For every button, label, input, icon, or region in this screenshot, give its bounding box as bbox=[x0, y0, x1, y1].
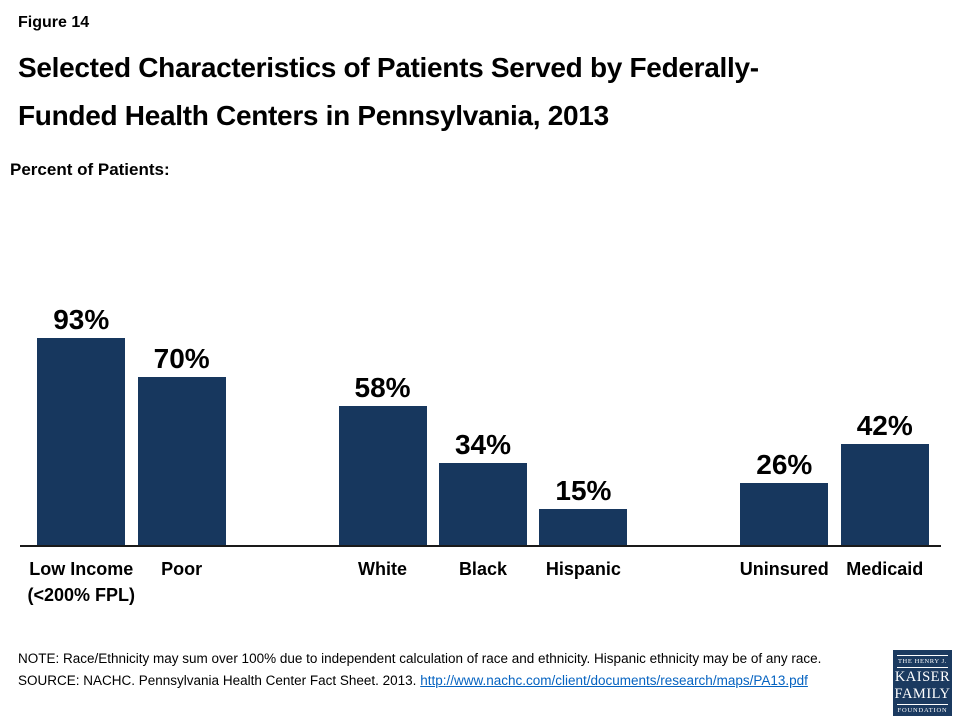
bar-slot: 93% bbox=[31, 305, 131, 545]
category-slot: Poor bbox=[131, 556, 231, 608]
category-label: Black bbox=[458, 559, 507, 579]
category-slot: Hispanic bbox=[533, 556, 633, 608]
bar bbox=[438, 463, 527, 545]
bar-slot: 26% bbox=[734, 305, 834, 545]
bar bbox=[37, 338, 126, 545]
x-axis-line bbox=[20, 545, 941, 547]
category-label: Poor bbox=[161, 559, 203, 579]
x-axis-labels: Low Income (<200% FPL) Poor White Black Hisp… bbox=[27, 556, 935, 608]
spacer-slot bbox=[232, 305, 332, 545]
source-link[interactable]: http://www.nachc.com/client/documents/re… bbox=[420, 673, 808, 688]
kff-logo-line3: FAMILY bbox=[894, 686, 951, 702]
bar bbox=[338, 405, 427, 545]
kff-logo: THE HENRY J. KAISER FAMILY FOUNDATION bbox=[893, 650, 952, 716]
bar-slot: 58% bbox=[332, 305, 432, 545]
bar bbox=[840, 444, 929, 545]
kff-logo-line2: KAISER bbox=[894, 669, 951, 685]
bar-slot: 15% bbox=[533, 305, 633, 545]
bar-value-label: 93% bbox=[53, 304, 110, 335]
category-label: Hispanic bbox=[545, 559, 621, 579]
bar-value-label: 34% bbox=[454, 429, 511, 461]
bar bbox=[539, 509, 628, 545]
category-slot: Uninsured bbox=[734, 556, 834, 608]
bar bbox=[740, 482, 829, 545]
category-label: Uninsured bbox=[739, 559, 829, 579]
bar-value-label: 58% bbox=[354, 371, 411, 403]
category-label: White bbox=[358, 559, 408, 579]
bar-slot: 70% bbox=[131, 305, 231, 545]
category-slot: White bbox=[332, 556, 432, 608]
kff-logo-line4: FOUNDATION bbox=[897, 704, 948, 714]
page-title: Selected Characteristics of Patients Ser… bbox=[18, 52, 759, 131]
category-label: Low Income (<200% FPL) bbox=[27, 559, 135, 605]
spacer-slot bbox=[634, 305, 734, 545]
category-slot: Low Income (<200% FPL) bbox=[27, 556, 135, 608]
axis-unit-label: Percent of Patients: bbox=[10, 160, 170, 179]
bar-value-label: 42% bbox=[856, 410, 913, 442]
kff-logo-line1: THE HENRY J. bbox=[897, 655, 948, 668]
note-source-block: NOTE: Race/Ethnicity may sum over 100% d… bbox=[18, 648, 884, 692]
figure-label: Figure 14 bbox=[18, 14, 90, 31]
bar bbox=[137, 377, 226, 545]
category-slot: Black bbox=[433, 556, 533, 608]
bar-value-label: 15% bbox=[555, 475, 612, 506]
source-text: SOURCE: NACHC. Pennsylvania Health Cente… bbox=[18, 673, 421, 688]
bar-slot: 42% bbox=[835, 305, 935, 545]
note-text: NOTE: Race/Ethnicity may sum over 100% d… bbox=[18, 651, 822, 666]
bar-slot: 34% bbox=[433, 305, 533, 545]
category-label: Medicaid bbox=[846, 559, 924, 579]
bar-value-label: 70% bbox=[153, 343, 210, 374]
spacer-slot bbox=[634, 556, 734, 608]
bar-chart-plot-area: 93% 70% 58% 34% 15% 26% 42% bbox=[31, 305, 935, 545]
bar-value-label: 26% bbox=[756, 448, 813, 480]
category-slot: Medicaid bbox=[835, 556, 935, 608]
spacer-slot bbox=[232, 556, 332, 608]
